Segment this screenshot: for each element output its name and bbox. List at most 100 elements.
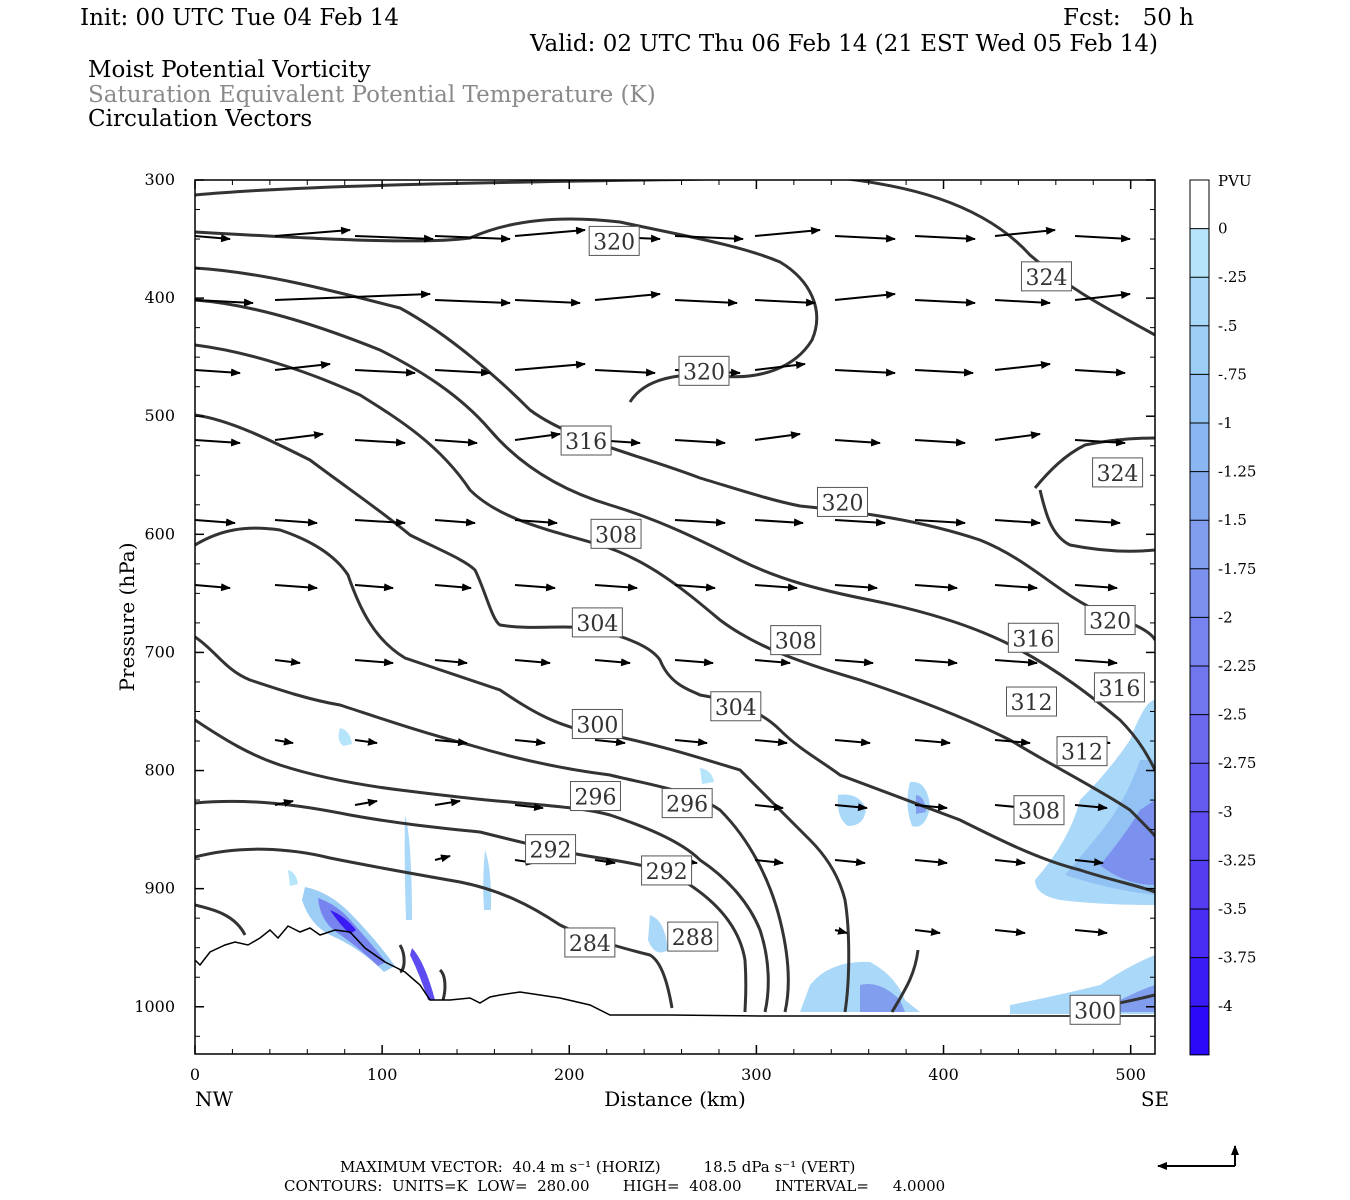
pv-region [330, 910, 356, 934]
x-tick-label: 100 [367, 1065, 398, 1084]
svg-text:292: 292 [646, 860, 688, 885]
colorbar-label: -1.25 [1218, 463, 1256, 481]
contour-label: 320 [588, 225, 640, 256]
wind-vector-arrow [1074, 583, 1118, 592]
y-tick-label: 300 [144, 170, 175, 189]
wind-vector-arrow [834, 234, 896, 243]
wind-vector-arrow [195, 583, 231, 592]
y-tick-label: 400 [144, 288, 175, 307]
wind-vector-arrow [354, 658, 394, 667]
max-vector-note: MAXIMUM VECTOR: 40.4 m s⁻¹ (HORIZ) 18.5 … [340, 1158, 856, 1176]
colorbar-swatch [1190, 568, 1209, 618]
wind-vector-arrow [994, 858, 1026, 867]
wind-vector-arrow [514, 583, 556, 592]
contour-label: 316 [1007, 622, 1059, 653]
svg-text:316: 316 [565, 430, 607, 455]
wind-vector-arrow [754, 858, 784, 867]
contour-label: 304 [710, 691, 762, 722]
wind-vector-arrow [834, 518, 886, 527]
colorbar-swatch [1190, 228, 1209, 278]
wind-vector-arrow [994, 928, 1026, 937]
wind-vector-arrow [754, 298, 816, 307]
svg-text:308: 308 [775, 630, 817, 655]
contour-label: 324 [1092, 457, 1144, 488]
contour-label: 320 [816, 486, 868, 517]
colorbar-label: -4 [1218, 997, 1233, 1015]
terrain-surface-line [195, 925, 1155, 1017]
colorbar-swatch [1190, 374, 1209, 424]
pv-region [860, 984, 905, 1012]
svg-text:304: 304 [715, 696, 757, 721]
wind-vector-arrow [754, 738, 788, 747]
contour-line [195, 413, 1155, 894]
wind-vector-arrow [1074, 290, 1131, 301]
pv-region [288, 870, 298, 886]
wind-vector-arrow [354, 438, 406, 447]
contour-line [195, 847, 674, 1009]
wind-vector-arrow [434, 658, 468, 667]
y-tick-label: 1000 [134, 997, 175, 1016]
wind-vector-arrow [195, 298, 254, 307]
wind-vector-arrow [994, 518, 1041, 527]
wind-vector-arrow [674, 438, 726, 447]
wind-vector-arrow [354, 583, 394, 592]
x-tick-label: 200 [554, 1065, 585, 1084]
wind-vector-arrow [514, 658, 551, 667]
colorbar-swatch [1190, 811, 1209, 861]
contour-label: 296 [661, 788, 713, 819]
contour-line [1033, 436, 1155, 489]
wind-vector-arrow [914, 234, 976, 243]
svg-text:292: 292 [530, 839, 572, 864]
pv-region [700, 768, 714, 784]
colorbar-label: -.75 [1218, 365, 1247, 383]
wind-vector-arrow [274, 737, 294, 746]
wind-vector-arrow [834, 290, 896, 301]
pv-region [837, 794, 866, 826]
svg-text:320: 320 [593, 230, 635, 255]
colorbar-swatch [1190, 423, 1209, 473]
wind-vector-arrow [834, 803, 868, 812]
wind-vector-arrow [434, 368, 491, 377]
wind-vector-arrow [434, 798, 461, 807]
wind-vector-arrow [674, 738, 708, 747]
colorbar-label: -.5 [1218, 317, 1237, 335]
wind-vector-arrow [914, 927, 941, 936]
colorbar-swatch [1190, 325, 1209, 375]
wind-vector-arrow [994, 360, 1051, 371]
contour-line [195, 266, 1155, 641]
y-tick-label: 500 [144, 406, 175, 425]
wind-vector-arrow [834, 368, 896, 377]
wind-vector-arrow [834, 926, 848, 935]
colorbar-swatch [1190, 714, 1209, 764]
wind-vector-arrow [274, 799, 294, 807]
wind-vector-arrow [994, 738, 1031, 747]
wind-vector-arrow [1074, 858, 1104, 867]
contour-line [195, 799, 748, 1013]
contour-label: 316 [560, 425, 612, 456]
svg-text:300: 300 [1074, 999, 1116, 1024]
wind-vector-arrow [674, 298, 738, 307]
svg-text:304: 304 [576, 612, 618, 637]
contour-labels: 320 324 320 316 324 320 308 304 308 316 320 316 304 3… [525, 225, 1145, 1025]
wind-vector-arrow [1074, 234, 1131, 243]
wind-vector-arrow [754, 803, 784, 812]
contour-label: 320 [678, 355, 730, 386]
wind-vector-arrow [195, 234, 231, 243]
reference-vector-icon [1157, 1145, 1239, 1170]
x-tick-label: 400 [928, 1065, 959, 1084]
wind-vector-arrow [1074, 658, 1118, 667]
wind-vector-arrow [514, 431, 561, 441]
colorbar-label: -.25 [1218, 268, 1247, 286]
wind-vector-arrow [354, 798, 378, 807]
wind-vector-arrow [594, 658, 631, 667]
contour-line [438, 968, 447, 1001]
contour-line [398, 944, 406, 974]
contour-line [195, 343, 1155, 837]
wind-vector-arrow [354, 368, 416, 377]
contour-line [843, 180, 1155, 337]
wind-vector-arrow [994, 658, 1038, 667]
wind-vector-arrow [354, 737, 378, 746]
plot-frame [194, 179, 1156, 1055]
field-title-vectors: Circulation Vectors [88, 106, 313, 132]
contour-line [1038, 489, 1155, 553]
